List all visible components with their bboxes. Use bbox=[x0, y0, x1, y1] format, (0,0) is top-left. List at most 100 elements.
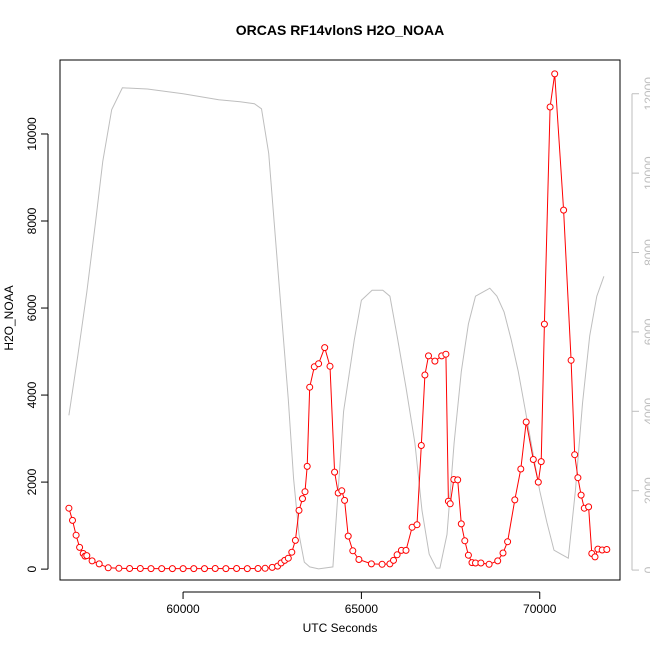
y2-tick-label: 8000 bbox=[642, 239, 650, 266]
h2o-data-point bbox=[485, 560, 493, 568]
h2o-data-point bbox=[95, 560, 103, 568]
h2o-data-point bbox=[551, 70, 559, 78]
h2o-data-point bbox=[261, 564, 269, 572]
h2o-data-point bbox=[115, 564, 123, 572]
h2o-data-point bbox=[190, 565, 198, 573]
series-layer bbox=[65, 70, 611, 573]
h2o-data-point bbox=[494, 557, 502, 565]
h2o-data-point bbox=[393, 551, 401, 559]
altitude-line bbox=[68, 87, 605, 570]
h2o-data-point bbox=[529, 456, 537, 463]
h2o-data-point bbox=[158, 565, 166, 573]
h2o-data-point bbox=[303, 462, 311, 470]
h2o-data-point bbox=[126, 565, 134, 572]
h2o-data-point bbox=[233, 565, 241, 572]
h2o-data-point bbox=[517, 465, 525, 473]
y-tick-label: 2000 bbox=[25, 468, 39, 495]
h2o-data-point bbox=[76, 543, 84, 551]
h2o-data-point bbox=[344, 532, 352, 540]
h2o-data-point bbox=[571, 451, 579, 459]
h2o-data-point bbox=[603, 546, 611, 553]
h2o-data-point bbox=[341, 496, 349, 504]
h2o-data-point bbox=[442, 350, 450, 358]
h2o-data-point bbox=[504, 538, 512, 546]
h2o-data-point bbox=[534, 478, 542, 486]
y2-tick-label: 6000 bbox=[642, 318, 650, 345]
h2o-data-point bbox=[222, 565, 230, 573]
y2-tick-label: 10000 bbox=[642, 156, 650, 190]
h2o-data-point bbox=[461, 537, 469, 545]
h2o-data-point bbox=[168, 565, 176, 573]
h2o-data-point bbox=[88, 557, 96, 565]
h2o-data-point bbox=[147, 565, 155, 573]
h2o-data-point bbox=[421, 371, 429, 379]
plot-frame bbox=[59, 59, 621, 581]
y-axis-left: 0 2000 4000 6000 8000 10000 bbox=[25, 117, 49, 572]
h2o-data-point bbox=[537, 458, 545, 466]
h2o-data-point bbox=[522, 418, 530, 426]
h2o-data-point bbox=[326, 362, 334, 370]
h2o-data-point bbox=[291, 536, 299, 544]
h2o-data-point bbox=[499, 549, 507, 557]
x-tick-label: 60000 bbox=[166, 602, 200, 616]
y2-tick-label: 12000 bbox=[642, 77, 650, 111]
h2o-data-point bbox=[211, 565, 219, 572]
h2o-data-point bbox=[546, 103, 554, 111]
h2o-data-point bbox=[295, 506, 303, 514]
chart-title: ORCAS RF14vlonS H2O_NOAA bbox=[236, 22, 444, 38]
h2o-data-point bbox=[585, 503, 593, 511]
h2o-data-point bbox=[288, 548, 296, 556]
h2o-data-point bbox=[560, 206, 568, 214]
h2o-data-point bbox=[446, 500, 454, 508]
y-tick-label: 8000 bbox=[25, 207, 39, 234]
h2o-data-point bbox=[83, 552, 91, 560]
h2o-data-point bbox=[378, 560, 386, 568]
h2o-data-point bbox=[454, 476, 462, 484]
h2o-data-point bbox=[402, 546, 410, 554]
x-tick-label: 70000 bbox=[523, 602, 557, 616]
h2o-data-point bbox=[69, 516, 76, 524]
h2o-data-point bbox=[65, 504, 73, 512]
h2o-data-point bbox=[104, 564, 112, 572]
h2o-data-point bbox=[306, 383, 314, 391]
h2o-data-point bbox=[301, 488, 309, 496]
h2o-data-point bbox=[390, 556, 397, 564]
y-tick-label: 10000 bbox=[25, 117, 39, 151]
h2o-data-point bbox=[321, 344, 329, 352]
h2o-data-point bbox=[72, 531, 80, 539]
h2o-data-point bbox=[457, 520, 465, 528]
h2o-data-point bbox=[201, 565, 208, 573]
h2o-data-point bbox=[431, 357, 439, 365]
y2-tick-label: 2000 bbox=[642, 477, 650, 504]
h2o-data-point bbox=[355, 556, 363, 563]
h2o-data-point bbox=[349, 547, 357, 555]
h2o-data-point bbox=[315, 360, 323, 368]
h2o-data-point bbox=[511, 496, 519, 504]
h2o-data-point bbox=[179, 565, 187, 573]
y-axis-label: H2O_NOAA bbox=[2, 285, 16, 350]
h2o-data-point bbox=[254, 565, 262, 572]
h2o-data-point bbox=[477, 559, 485, 567]
h2o-data-point bbox=[464, 551, 472, 559]
h2o-data-point bbox=[577, 491, 585, 499]
x-axis: 60000 65000 70000 bbox=[166, 591, 557, 616]
h2o-data-point bbox=[413, 521, 421, 529]
h2o-data-point bbox=[338, 487, 346, 495]
y-axis-right: 0 2000 4000 6000 8000 10000 12000 bbox=[631, 77, 650, 573]
x-axis-label: UTC Seconds bbox=[303, 621, 378, 635]
h2o-data-point bbox=[284, 554, 292, 562]
y2-tick-label: 4000 bbox=[642, 398, 650, 425]
h2o-data-point bbox=[417, 442, 425, 449]
y-tick-label: 6000 bbox=[25, 294, 39, 321]
x-tick-label: 65000 bbox=[345, 602, 379, 616]
h2o-data-point bbox=[367, 560, 375, 568]
y2-tick-label: 0 bbox=[642, 566, 650, 573]
h2o-data-point bbox=[574, 474, 582, 482]
y-tick-label: 4000 bbox=[25, 381, 39, 408]
h2o-data-point bbox=[591, 553, 599, 561]
h2o-data-point bbox=[331, 468, 339, 476]
h2o-data-point bbox=[567, 356, 575, 364]
h2o-data-point bbox=[299, 495, 306, 503]
h2o-data-point bbox=[425, 352, 432, 360]
